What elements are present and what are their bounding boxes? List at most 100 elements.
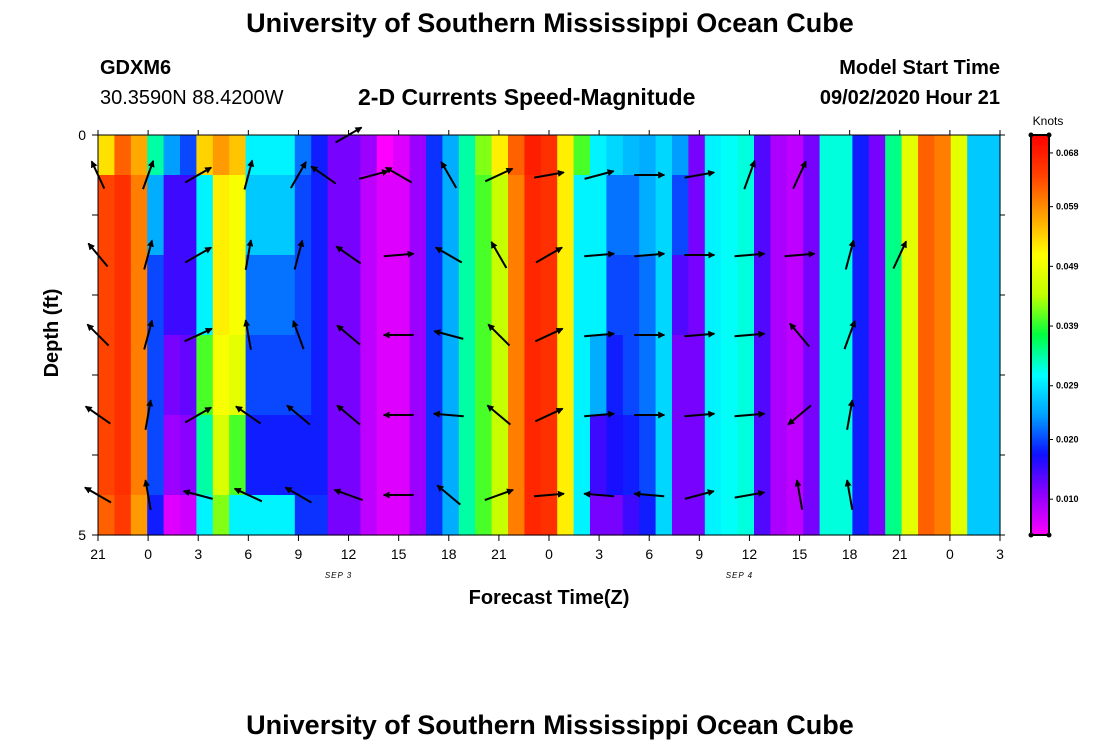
colorbar-band [1031, 423, 1049, 426]
heatmap-cell [950, 335, 968, 416]
current-vector-arrow [293, 239, 305, 270]
heatmap-cell [770, 175, 788, 256]
current-vector-arrow [336, 404, 361, 426]
heatmap-cell [147, 495, 165, 536]
x-tick-label: 15 [391, 546, 407, 562]
heatmap-cell [852, 175, 870, 256]
colorbar-band [1031, 455, 1049, 458]
heatmap-cell [376, 495, 394, 536]
heatmap-cell [426, 135, 443, 176]
heatmap-cell [360, 255, 378, 336]
station-coordinates: 30.3590N 88.4200W [100, 87, 284, 109]
heatmap-cell [688, 495, 706, 536]
colorbar-band [1031, 483, 1049, 486]
current-vector-arrow [794, 479, 804, 510]
colorbar-band [1031, 181, 1049, 184]
colorbar-band [1031, 427, 1049, 430]
colorbar-band [1031, 403, 1049, 406]
x-tick-label: 3 [595, 546, 603, 562]
current-vector-arrow [684, 489, 715, 500]
heatmap-cell [573, 495, 591, 536]
heatmap-cell [639, 175, 657, 256]
colorbar-band [1031, 409, 1049, 412]
heatmap-cell [163, 135, 181, 176]
current-vector-arrow [789, 322, 810, 348]
colorbar-band [1031, 275, 1049, 278]
colorbar-band [1031, 491, 1049, 494]
colorbar-frame [1030, 134, 1050, 536]
heatmap-cell [180, 255, 197, 336]
heatmap-cell [360, 415, 378, 496]
colorbar-band [1031, 515, 1049, 518]
current-vector-arrow [143, 479, 152, 510]
colorbar-band [1031, 355, 1049, 358]
x-tick-label: 3 [194, 546, 202, 562]
colorbar-band [1031, 521, 1049, 524]
heatmap-cell [721, 255, 739, 336]
current-vector-arrow [284, 486, 312, 504]
colorbar-band [1031, 527, 1049, 530]
heatmap-cell [803, 495, 821, 536]
heatmap-cell [458, 135, 476, 176]
heatmap-cell [786, 415, 804, 496]
colorbar-band [1031, 529, 1049, 532]
model-start-value: 09/02/2020 Hour 21 [819, 87, 1000, 109]
colorbar-band [1031, 391, 1049, 394]
model-start-label: Model Start Time [839, 57, 1000, 79]
heatmap-cell [819, 335, 837, 416]
heatmap-cell [180, 335, 197, 416]
heatmap-cell [754, 335, 771, 416]
heatmap-cell [360, 495, 378, 536]
current-vector-arrow [235, 405, 262, 425]
colorbar-band [1031, 341, 1049, 344]
colorbar-corner-dot [1046, 532, 1052, 538]
heatmap-cell [639, 415, 657, 496]
colorbar-band [1031, 429, 1049, 432]
colorbar-band [1031, 273, 1049, 276]
colorbar-band [1031, 161, 1049, 164]
heatmap-cell [836, 415, 853, 496]
heatmap-cell [573, 415, 591, 496]
heatmap-cell [737, 495, 755, 536]
heatmap-cell [852, 415, 870, 496]
heatmap-cell [229, 135, 247, 176]
heatmap-cell [950, 255, 968, 336]
current-vector-arrow [243, 319, 252, 350]
colorbar-band [1031, 203, 1049, 206]
heatmap-cell [262, 175, 279, 256]
heatmap-cell [770, 135, 788, 176]
heatmap-cell [442, 175, 460, 256]
heatmap-cell [885, 415, 903, 496]
heatmap-cell [836, 255, 853, 336]
heatmap-cell [262, 415, 279, 496]
x-tick-label: 12 [742, 546, 758, 562]
colorbar-band [1031, 415, 1049, 418]
colorbar-band [1031, 301, 1049, 304]
colorbar-band [1031, 239, 1049, 242]
heatmap-cell [688, 255, 706, 336]
current-vector-arrow [734, 489, 766, 499]
colorbar-band [1031, 303, 1049, 306]
colorbar-band [1031, 349, 1049, 352]
heatmap-cell [114, 135, 132, 176]
heatmap-cell [704, 415, 722, 496]
colorbar-band [1031, 187, 1049, 190]
colorbar-band [1031, 147, 1049, 150]
colorbar-band [1031, 315, 1049, 318]
heatmap-cell [393, 175, 411, 256]
heatmap-cell [836, 495, 853, 536]
heatmap-cells [98, 135, 1001, 536]
colorbar-band [1031, 525, 1049, 528]
colorbar: 0.068 0.059 0.049 0.039 0.029 0.020 0.010 [1028, 132, 1079, 538]
heatmap-cell [786, 175, 804, 256]
x-tick-label: 21 [892, 546, 908, 562]
colorbar-band [1031, 519, 1049, 522]
heatmap-cell [442, 335, 460, 416]
heatmap-cell [524, 255, 542, 336]
x-tick-label: 21 [491, 546, 507, 562]
colorbar-band [1031, 291, 1049, 294]
heatmap-cell [344, 255, 361, 336]
colorbar-band [1031, 183, 1049, 186]
current-vector-arrow [784, 250, 816, 258]
colorbar-band [1031, 437, 1049, 440]
